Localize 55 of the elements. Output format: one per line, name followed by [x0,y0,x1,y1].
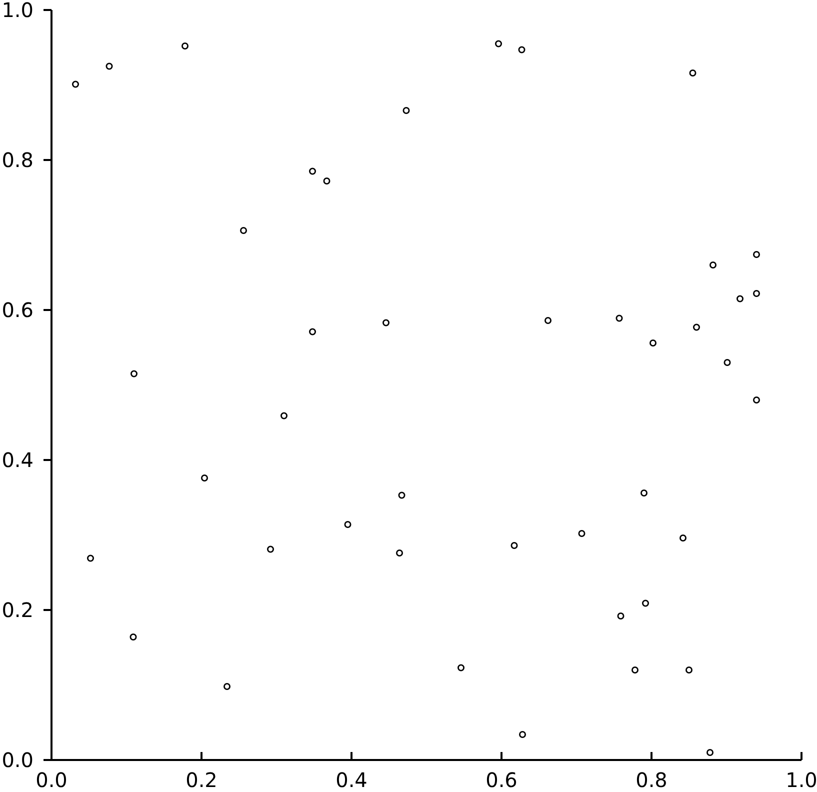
point [495,40,502,48]
point [519,731,526,738]
point [130,370,138,378]
point [640,490,648,496]
y-tick-label: 1.0 [2,0,34,22]
point [680,534,686,542]
point [396,550,403,556]
x-tick-label: 0.0 [36,768,68,792]
point [323,178,330,184]
x-tick-label: 0.4 [336,768,368,792]
y-tick-label: 0.0 [2,748,34,772]
point [309,328,316,336]
point [106,62,113,70]
point [309,168,316,175]
point [344,521,352,528]
x-tick-label: 0.8 [636,768,668,792]
point [267,546,274,553]
point [201,474,208,482]
point [753,396,760,404]
point [689,70,696,76]
point [224,683,230,690]
point [510,542,518,549]
y-tick-label: 0.8 [2,148,34,172]
x-tick-label: 0.6 [486,768,518,792]
point [706,749,714,756]
point [458,664,464,672]
point [650,340,656,346]
y-tick-label: 0.4 [2,448,34,472]
point [544,317,552,324]
point [693,324,700,331]
point [578,530,586,537]
point [642,600,649,607]
point [402,107,410,114]
y-tick-label: 0.6 [2,298,34,322]
point [632,666,638,674]
point [398,492,406,499]
x-tick-label: 1.0 [786,768,817,792]
y-tick-label: 0.2 [2,598,34,622]
point [72,80,79,88]
point [382,319,390,326]
point [130,634,137,640]
x-tick-label: 0.2 [186,768,218,792]
point [710,262,716,268]
point [182,42,188,50]
point [518,46,526,54]
point [280,412,288,420]
point [736,295,744,302]
point [617,612,624,620]
point [724,359,731,366]
point [753,290,760,297]
point [240,227,247,234]
point [87,554,94,562]
point [753,251,760,258]
point [686,666,692,674]
point [616,314,623,322]
